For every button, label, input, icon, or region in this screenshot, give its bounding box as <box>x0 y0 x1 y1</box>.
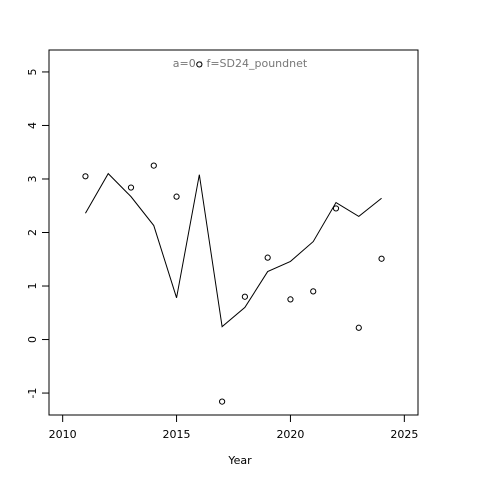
data-point <box>378 255 385 262</box>
x-tick-label: 2015 <box>163 428 191 441</box>
annotation: a=0 : f=SD24_poundnet <box>173 57 308 70</box>
data-point <box>196 61 203 68</box>
plot-frame <box>48 49 419 416</box>
data-point <box>310 288 317 295</box>
data-point <box>150 162 157 169</box>
data-point <box>355 324 362 331</box>
data-point <box>332 205 340 212</box>
y-tick-label: 1 <box>26 283 39 290</box>
x-tick-label: 2025 <box>390 428 418 441</box>
y-tick-label: -1 <box>26 388 39 399</box>
data-point <box>173 193 180 200</box>
y-tick-label: 4 <box>26 122 39 129</box>
data-point <box>241 293 248 300</box>
data-point <box>264 254 271 261</box>
y-tick-label: 0 <box>26 336 39 343</box>
data-point <box>219 398 226 405</box>
y-tick-label: 5 <box>26 68 39 75</box>
x-axis-label: Year <box>227 454 252 467</box>
y-tick-label: 3 <box>26 175 39 182</box>
x-tick-label: 2020 <box>276 428 304 441</box>
data-line <box>85 172 382 328</box>
data-point <box>127 184 135 191</box>
data-point <box>287 296 294 303</box>
y-tick-label: 2 <box>26 229 39 236</box>
x-tick-label: 2010 <box>49 428 77 441</box>
data-point <box>82 173 89 180</box>
